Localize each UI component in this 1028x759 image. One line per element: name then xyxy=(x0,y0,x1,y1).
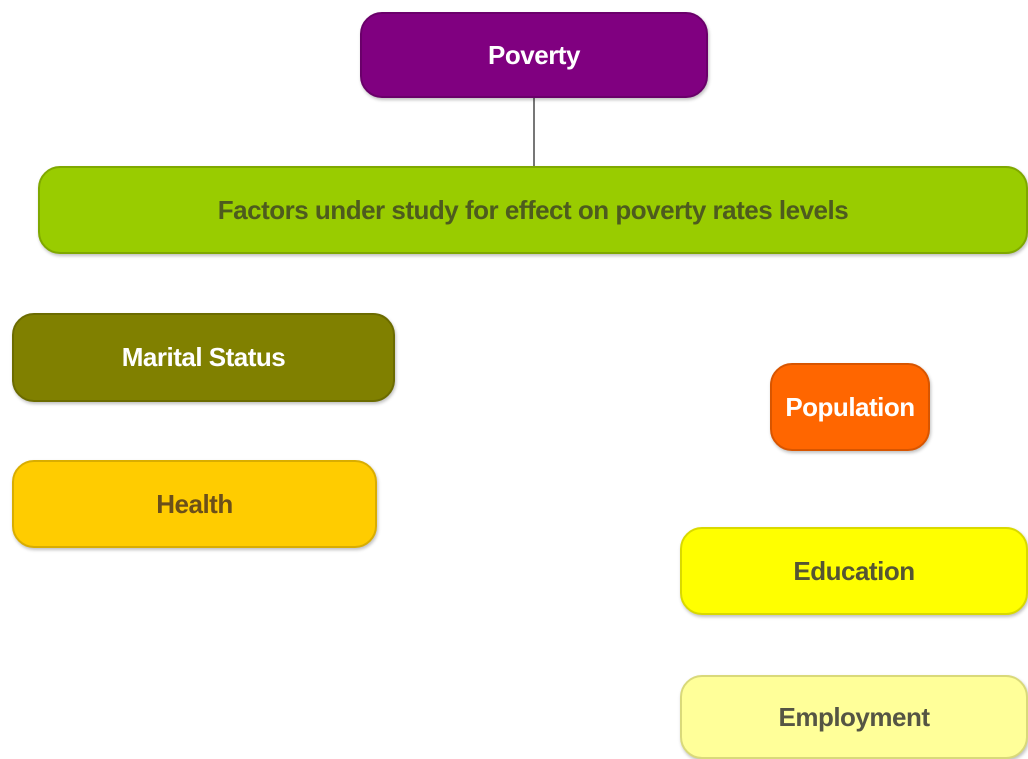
factor-node: Education xyxy=(680,527,1028,615)
factor-node: Employment xyxy=(680,675,1028,759)
factor-node: Population xyxy=(770,363,930,451)
root-node: Poverty xyxy=(360,12,708,98)
factor-node: Marital Status xyxy=(12,313,395,402)
factor-node: Health xyxy=(12,460,377,548)
factors-node: Factors under study for effect on povert… xyxy=(38,166,1028,254)
